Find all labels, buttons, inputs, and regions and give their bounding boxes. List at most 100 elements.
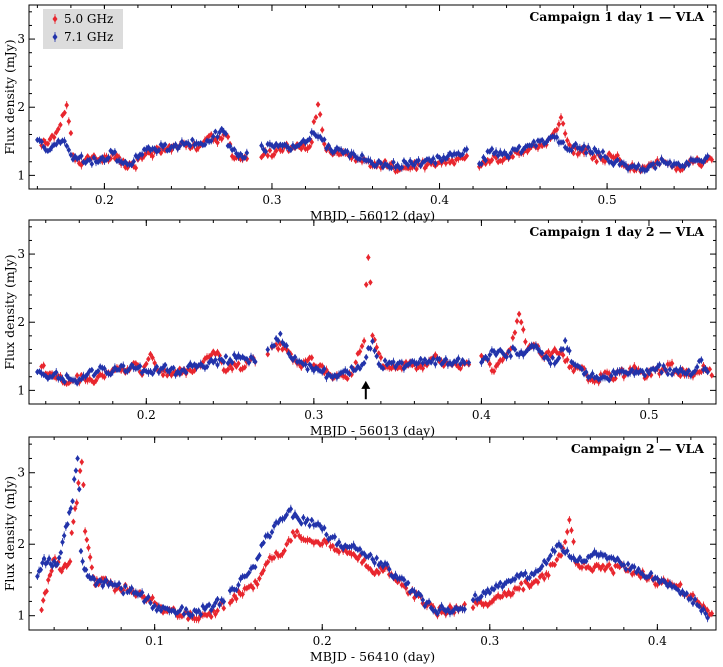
data-point — [273, 147, 279, 155]
data-point — [265, 351, 271, 358]
data-point — [596, 149, 602, 156]
data-point — [554, 556, 560, 563]
data-point — [652, 366, 658, 374]
y-axis-label: Flux density (mJy) — [2, 476, 17, 591]
data-point — [661, 577, 666, 585]
data-point — [336, 548, 342, 556]
data-point — [571, 538, 576, 545]
data-point — [229, 359, 235, 366]
data-point — [234, 150, 239, 157]
data-point — [238, 354, 243, 361]
data-point — [309, 138, 315, 146]
data-point — [64, 142, 70, 150]
data-point — [349, 150, 354, 157]
x-axis-label: MBJD - 56013 (day) — [310, 423, 435, 438]
data-point — [535, 578, 541, 586]
data-point — [56, 554, 62, 562]
data-point — [83, 156, 88, 163]
data-point — [592, 374, 597, 382]
data-point — [72, 505, 78, 512]
data-point — [541, 575, 547, 582]
data-point — [108, 147, 113, 155]
data-point — [334, 144, 340, 152]
data-point — [173, 610, 178, 617]
data-point — [150, 604, 155, 612]
y-tick-label: 2 — [17, 100, 25, 114]
data-point — [638, 166, 643, 174]
data-point — [221, 128, 227, 136]
data-point — [259, 570, 264, 577]
data-point — [148, 147, 153, 154]
data-point — [127, 365, 132, 372]
data-point — [577, 554, 583, 561]
data-point — [75, 455, 80, 462]
data-point — [382, 357, 388, 364]
data-point — [585, 144, 591, 151]
data-point — [146, 593, 151, 601]
data-point — [500, 157, 505, 165]
data-point — [420, 159, 426, 166]
data-point — [340, 149, 346, 157]
data-point — [493, 148, 499, 155]
data-point — [76, 479, 81, 487]
data-point — [378, 354, 384, 361]
data-point — [592, 145, 597, 152]
data-point — [87, 156, 93, 164]
data-point — [334, 148, 340, 156]
data-point — [426, 598, 432, 606]
data-point — [66, 561, 71, 568]
data-point — [380, 365, 386, 372]
data-point — [652, 574, 658, 581]
data-point — [539, 136, 545, 144]
data-point — [35, 573, 40, 580]
data-point — [636, 565, 641, 573]
data-point — [185, 610, 191, 617]
data-point — [181, 610, 187, 618]
data-point — [60, 538, 65, 546]
data-point — [349, 543, 354, 550]
data-point — [539, 562, 545, 570]
data-point — [696, 157, 702, 164]
data-point — [567, 347, 572, 355]
data-point — [418, 355, 423, 363]
data-point — [552, 127, 558, 135]
data-point — [512, 346, 518, 353]
data-point — [583, 149, 589, 157]
data-point — [62, 138, 67, 145]
data-point — [73, 467, 79, 474]
data-point — [366, 254, 371, 261]
data-point — [202, 611, 208, 618]
data-point — [703, 610, 708, 617]
data-point — [632, 563, 637, 571]
data-point — [378, 559, 384, 567]
data-point — [65, 521, 70, 528]
data-point — [684, 590, 689, 597]
data-point — [623, 565, 629, 573]
data-point — [148, 368, 153, 375]
data-point — [284, 143, 289, 150]
data-point — [353, 553, 359, 561]
data-point — [650, 576, 656, 583]
data-point — [414, 158, 419, 165]
plot-frame — [28, 436, 717, 631]
data-point — [678, 163, 683, 170]
legend-label: 5.0 GHz — [64, 12, 113, 26]
data-point — [525, 346, 530, 354]
data-point — [560, 139, 566, 146]
series-2 — [35, 125, 710, 175]
data-point — [204, 363, 210, 370]
data-point — [44, 588, 49, 595]
data-point — [581, 142, 587, 150]
data-point — [661, 362, 666, 370]
data-point — [529, 142, 534, 149]
data-point — [141, 598, 147, 605]
data-point — [497, 579, 503, 587]
data-point — [68, 505, 74, 512]
data-point — [652, 164, 658, 172]
data-point — [148, 599, 153, 607]
data-point — [541, 557, 547, 565]
data-point — [627, 163, 633, 171]
data-point — [273, 335, 279, 342]
data-point — [416, 157, 421, 164]
data-point — [424, 161, 430, 169]
